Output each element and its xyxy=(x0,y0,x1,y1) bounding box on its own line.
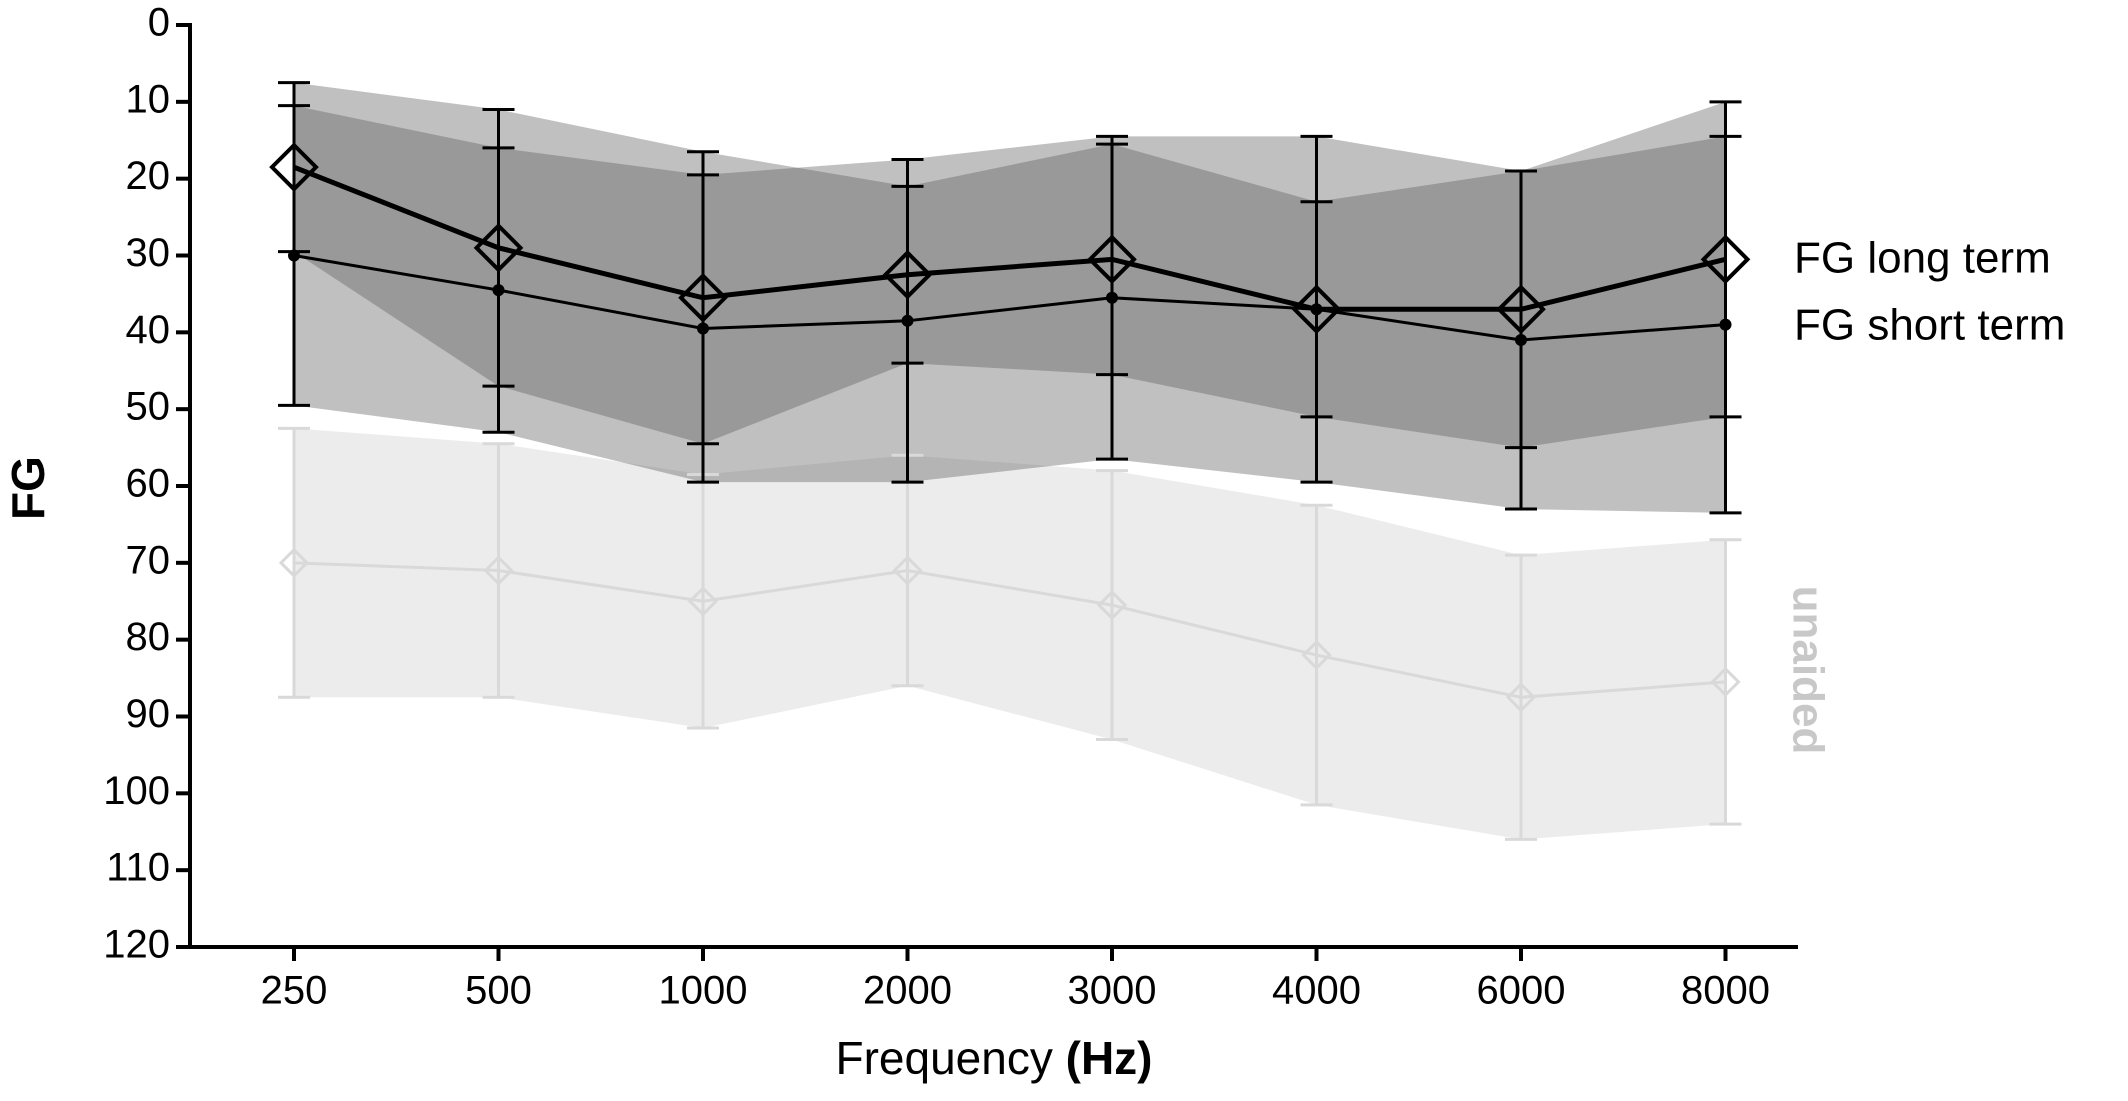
diamond-marker xyxy=(1301,639,1332,671)
dot-marker xyxy=(1515,334,1527,347)
diamond-marker xyxy=(269,142,319,192)
diamond-marker xyxy=(892,555,923,586)
x-tick-label: 1000 xyxy=(659,969,748,1013)
y-tick-label: 110 xyxy=(106,846,170,890)
y-tick-label: 0 xyxy=(148,1,170,45)
diamond-marker xyxy=(678,272,728,323)
diamond-marker xyxy=(1096,589,1128,621)
diamond-marker xyxy=(882,249,933,300)
x-axis-title: Frequency (Hz) xyxy=(836,1032,1153,1084)
y-tick-label: 40 xyxy=(126,308,171,352)
x-tick-label: 8000 xyxy=(1681,969,1770,1013)
x-tick-label: 4000 xyxy=(1272,969,1361,1013)
axes: 0 10 20 30 40 50 60 70 80 90 100 110 120 250 500 1000 20… xyxy=(103,1,1798,1013)
x-tick-label: 6000 xyxy=(1477,969,1566,1013)
series-line xyxy=(293,561,1726,699)
diamond-marker xyxy=(1700,234,1751,285)
x-tick-label: 2000 xyxy=(863,969,952,1013)
diamond-marker xyxy=(1505,682,1537,713)
diamond-marker xyxy=(278,547,310,578)
dot-marker xyxy=(697,322,709,335)
dot-marker xyxy=(288,249,300,262)
y-axis-title: FG xyxy=(2,456,54,520)
dot-marker xyxy=(492,284,505,297)
legend-label: unaided xyxy=(1783,586,1832,755)
y-tick-label: 50 xyxy=(126,385,171,429)
diamond-marker xyxy=(483,555,514,586)
diamond-marker xyxy=(473,222,524,273)
x-axis-unit: (Hz) xyxy=(1066,1032,1153,1084)
dot-marker xyxy=(1310,303,1323,316)
lines xyxy=(293,164,1727,699)
x-tick-label: 3000 xyxy=(1068,969,1157,1013)
dot-marker xyxy=(901,314,914,327)
y-tick-label: 30 xyxy=(126,231,171,275)
y-tick-label: 90 xyxy=(126,692,171,736)
dot-marker xyxy=(1106,291,1118,304)
y-tick-label: 60 xyxy=(126,462,171,506)
dot-marker xyxy=(1719,318,1732,331)
x-tick-label: 250 xyxy=(261,969,328,1013)
x-axis-title-text: Frequency xyxy=(836,1032,1053,1084)
diamond-marker xyxy=(687,586,719,617)
y-tick-label: 120 xyxy=(103,923,170,967)
diamond-marker xyxy=(1087,234,1137,285)
sd-band xyxy=(294,428,1726,840)
series-line xyxy=(293,164,1727,312)
bands xyxy=(294,82,1726,840)
y-tick-label: 10 xyxy=(126,77,171,121)
legend-label: FG short term xyxy=(1794,301,2065,350)
diamond-marker xyxy=(1710,666,1741,698)
diamond-marker xyxy=(1496,284,1546,335)
legend-label: FG long term xyxy=(1794,234,2051,283)
y-tick-label: 100 xyxy=(103,769,170,813)
markers xyxy=(269,142,1751,713)
y-tick-label: 70 xyxy=(126,538,171,582)
series-line xyxy=(293,254,1726,342)
y-tick-label: 20 xyxy=(126,154,171,198)
y-tick-label: 80 xyxy=(126,615,171,659)
diamond-marker xyxy=(1291,284,1342,335)
x-tick-label: 500 xyxy=(465,969,532,1013)
